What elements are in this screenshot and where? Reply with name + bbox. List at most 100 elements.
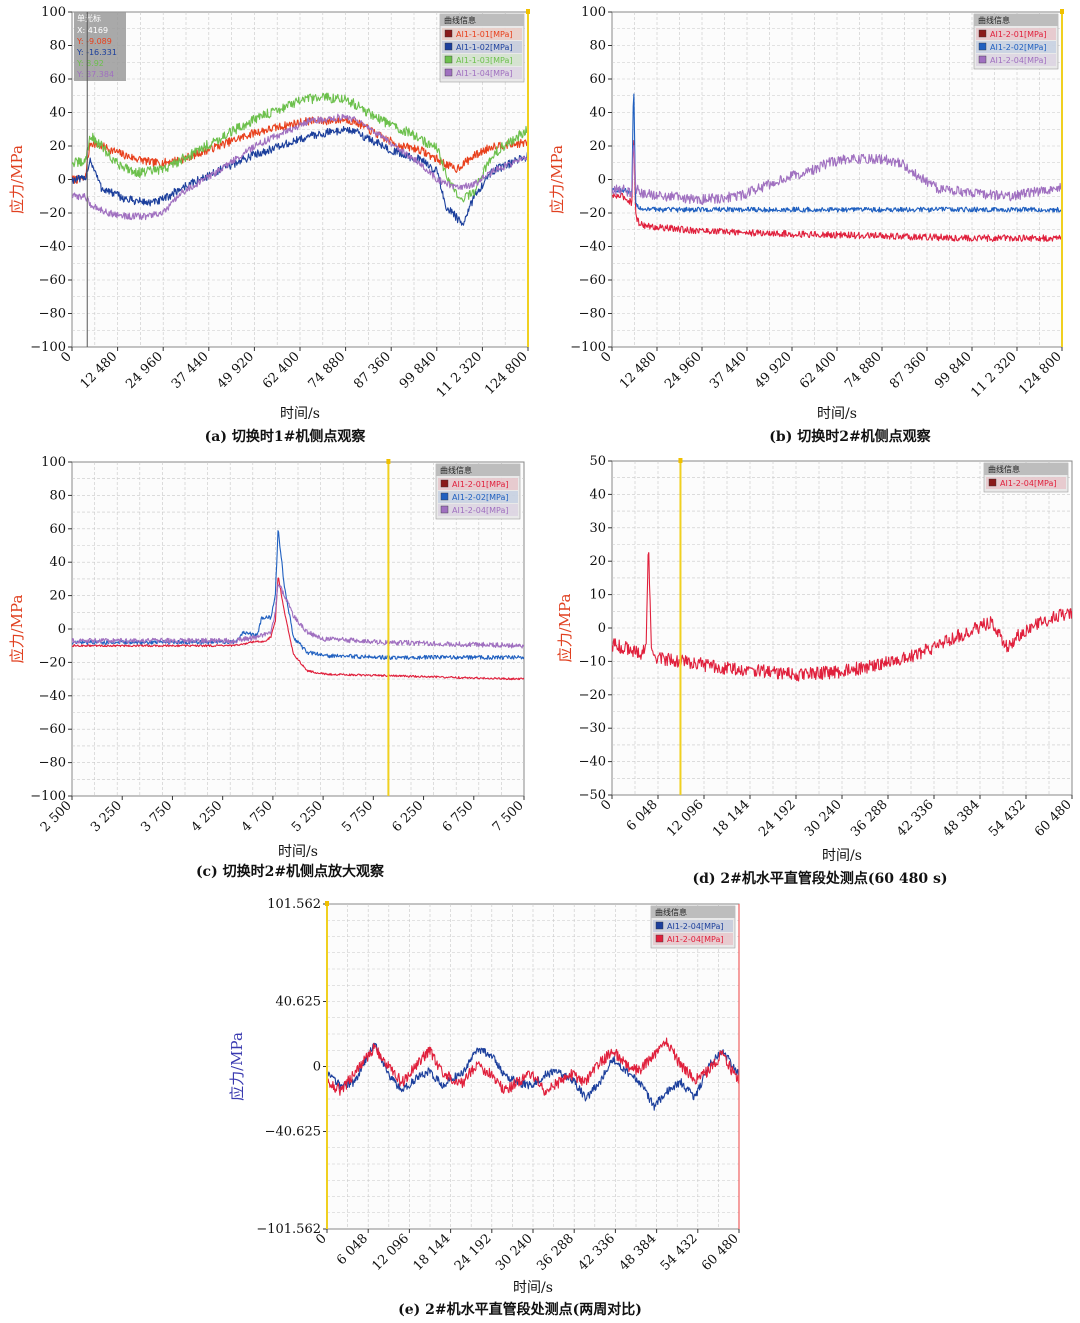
y-tick-label: 20 — [49, 139, 66, 154]
cursor-readout: X: 4169 — [77, 26, 108, 35]
y-tick-label: 0 — [58, 622, 66, 637]
series-line-2 — [72, 530, 524, 660]
chart-e-caption: (e) 2#机水平直管段处测点(两周对比) — [398, 1302, 642, 1318]
y-tick-label: 20 — [589, 139, 606, 154]
x-tick-label: 48 384 — [617, 1231, 660, 1274]
legend-header — [984, 463, 1068, 475]
x-tick-label: 36 288 — [848, 797, 891, 840]
x-tick-label: 0 — [313, 1231, 329, 1247]
chart-b: 100 80 60 40 20 0 −20 −40 −60 −80 −100 0 12 480 24 96… — [540, 0, 1080, 450]
cursor-marker-handle — [325, 901, 329, 906]
y-tick-label: 0 — [598, 173, 606, 188]
legend-entry: AI1-2-04[MPa] — [990, 56, 1046, 65]
legend-entry: AI1-2-01[MPa] — [452, 480, 508, 489]
y-tick-label: −40 — [579, 240, 606, 255]
legend-swatch — [978, 42, 987, 51]
y-tick-label: −80 — [39, 307, 66, 322]
legend-swatch — [444, 68, 453, 77]
cursor-marker-handle — [1060, 9, 1064, 14]
x-tick-label: 49 920 — [752, 349, 795, 392]
legend-entry: AI1-1-01[MPa] — [456, 30, 512, 39]
y-tick-label: 20 — [589, 554, 606, 569]
x-tick-label: 7 500 — [490, 798, 527, 835]
x-axis-label: 时间/s — [822, 848, 862, 864]
series-line-4 — [72, 113, 528, 221]
y-tick-label: −100 — [570, 340, 606, 355]
x-axis-label: 时间/s — [278, 844, 318, 860]
y-tick-label: 80 — [49, 39, 66, 54]
x-tick-label: 0 — [598, 349, 614, 365]
x-tick-label: 18 144 — [710, 797, 753, 840]
x-tick-label: 0 — [598, 797, 614, 813]
y-axis-label: 应力/MPa — [548, 145, 566, 214]
x-tick-label: 62 400 — [797, 349, 840, 392]
x-tick-label: 6 048 — [334, 1231, 371, 1268]
series-line-2 — [72, 125, 528, 226]
legend-row-bg — [976, 28, 1056, 40]
y-tick-label: 101.562 — [267, 897, 321, 912]
x-tick-label: 6 750 — [440, 798, 477, 835]
x-tick-label: 54 432 — [658, 1231, 701, 1274]
y-tick-label: 100 — [581, 5, 606, 20]
y-tick-label: 40 — [589, 106, 606, 121]
series-line-2 — [612, 93, 1062, 213]
x-tick-label: 5 750 — [339, 798, 376, 835]
x-tick-label: 54 432 — [986, 797, 1029, 840]
legend-row-bg — [442, 28, 522, 40]
x-tick-label: 3 750 — [138, 798, 175, 835]
series-line-1 — [612, 552, 1072, 682]
series-line-1 — [72, 577, 524, 681]
x-tick-label: 48 384 — [940, 797, 983, 840]
legend-title: 曲线信息 — [988, 464, 1020, 474]
legend-swatch — [655, 934, 664, 943]
legend-title: 曲线信息 — [978, 15, 1010, 25]
legend-entry: AI1-2-01[MPa] — [990, 30, 1046, 39]
x-tick-label: 42 336 — [894, 797, 937, 840]
legend-entry: AI1-2-04[MPa] — [667, 922, 723, 931]
cursor-marker-handle — [678, 458, 683, 463]
y-tick-label: 20 — [49, 589, 66, 604]
y-tick-label: 80 — [49, 488, 66, 503]
y-tick-label: 40.625 — [276, 994, 322, 1009]
x-tick-label: 24 960 — [662, 349, 705, 392]
y-tick-label: −60 — [579, 273, 606, 288]
x-tick-label: 60 480 — [699, 1231, 742, 1274]
y-tick-label: −40.625 — [265, 1125, 321, 1140]
legend-title: 曲线信息 — [440, 465, 472, 475]
x-tick-label: 87 360 — [351, 349, 394, 392]
x-tick-label: 6 048 — [624, 797, 661, 834]
x-tick-label: 12 096 — [664, 797, 707, 840]
legend-swatch — [440, 505, 449, 514]
cursor-readout: Y: -16.331 — [76, 48, 117, 57]
x-tick-label: 37 440 — [169, 349, 212, 392]
legend-entry: AI1-2-04[MPa] — [667, 935, 723, 944]
legend-row-bg — [438, 504, 518, 516]
x-tick-label: 12 480 — [617, 349, 660, 392]
y-tick-label: −100 — [30, 340, 66, 355]
legend-swatch — [655, 921, 664, 930]
cursor-readout: Y: 8.92 — [76, 59, 104, 68]
x-tick-label: 42 336 — [575, 1231, 618, 1274]
x-tick-label: 3 250 — [88, 798, 125, 835]
chart-d: 50 40 30 20 10 0 −10 −20 −30 −40 −50 0 6 048 12 096 18… — [540, 450, 1080, 890]
x-tick-label: 18 144 — [411, 1231, 454, 1274]
legend-swatch — [444, 29, 453, 38]
series-line-3 — [612, 144, 1062, 206]
legend-row-bg — [442, 41, 522, 53]
x-tick-label: 74 880 — [306, 349, 349, 392]
cursor-readout: Y: 37.384 — [76, 70, 114, 79]
legend-row-bg — [976, 41, 1056, 53]
legend-row-bg — [976, 54, 1056, 66]
x-tick-label: 30 240 — [802, 797, 845, 840]
legend-entry: AI1-2-04[MPa] — [452, 506, 508, 515]
legend-swatch — [444, 55, 453, 64]
chart-a: 100 80 60 40 20 0 −20 −40 −60 −80 −100 0 12 480 24 96… — [0, 0, 540, 450]
cursor-readout: Y: -9.089 — [76, 37, 112, 46]
y-tick-label: 60 — [49, 72, 66, 87]
x-tick-label: 4 250 — [189, 798, 226, 835]
cursor-panel-title: 单光标 — [77, 13, 101, 23]
y-tick-label: −50 — [579, 788, 606, 803]
legend-swatch — [988, 478, 997, 487]
legend-swatch — [978, 29, 987, 38]
